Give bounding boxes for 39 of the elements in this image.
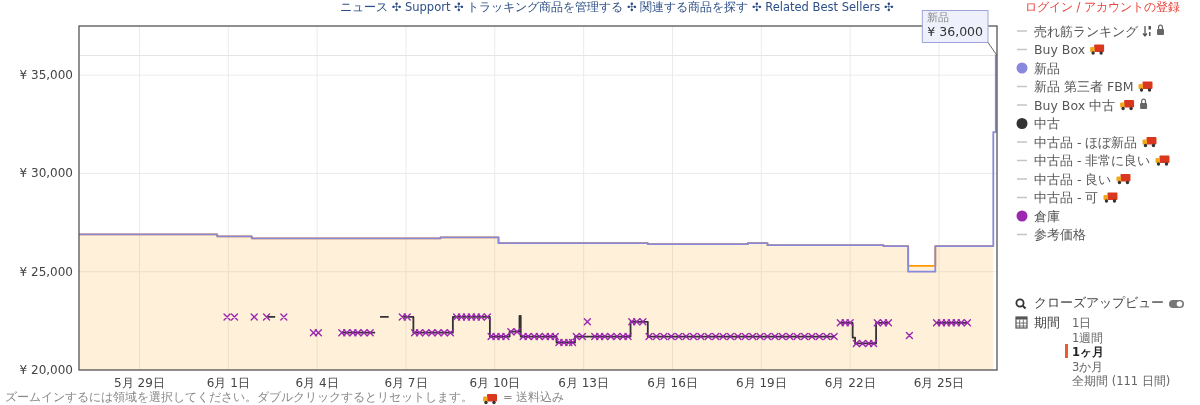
legend-label: 中古品 - ほぼ新品: [1034, 134, 1138, 150]
text: 3か月: [1072, 359, 1104, 374]
x-tick-label: 6月 22日: [824, 376, 876, 390]
text: = 送料込み: [503, 390, 565, 404]
text: ログイン / アカウントの登録: [1024, 0, 1180, 14]
x-tick-label: 6月 7日: [384, 376, 428, 390]
x-tick-label: 6月 19日: [735, 376, 787, 390]
legend-label: 中古品 - 良い: [1034, 171, 1112, 187]
text: 1週間: [1072, 330, 1104, 345]
text: ニュース ✣ Support ✣ トラッキング商品を管理する ✣ 関連する商品を探す ✣ Related Best Sellers ✣: [340, 0, 894, 14]
legend-label: Buy Box: [1034, 42, 1086, 57]
legend-label: 新品: [1034, 60, 1060, 76]
legend-label: 売れ筋ランキング: [1034, 23, 1139, 39]
legend-label: 中古品 - 可: [1034, 190, 1099, 205]
y-tick-label: ¥ 35,000: [19, 68, 73, 83]
legend-label: 中古品 - 非常に良い: [1034, 153, 1151, 168]
text: クローズアップビュー: [1034, 295, 1164, 310]
legend-label: 中古: [1034, 116, 1060, 131]
x-tick-label: 6月 13日: [558, 376, 610, 390]
x-tick-label: 6月 4日: [295, 376, 339, 390]
x-tick-label: 6月 16日: [647, 376, 698, 390]
x-tick-label: 6月 25日: [913, 376, 965, 390]
text: 1日: [1072, 316, 1092, 330]
tooltip: 新品 ¥ 36,000: [921, 10, 998, 56]
legend-label: 新品 第三者 FBM: [1034, 79, 1134, 94]
legend-label: 倉庫: [1034, 208, 1060, 224]
legend-label: Buy Box 中古: [1034, 97, 1116, 113]
text: 期間: [1034, 315, 1060, 330]
x-tick-label: 6月 10日: [469, 376, 521, 390]
y-tick-label: ¥ 20,000: [19, 363, 73, 377]
x-tick-label: 6月 1日: [206, 376, 250, 390]
text: 1ヶ月: [1072, 345, 1105, 359]
x-tick-label: 5月 29日: [114, 376, 165, 390]
y-tick-label: ¥ 25,000: [19, 264, 73, 279]
text: 全期間 (111 日間): [1072, 374, 1171, 388]
legend-label: 参考価格: [1034, 227, 1086, 242]
y-tick-label: ¥ 30,000: [19, 166, 73, 181]
text: ズームインするには領域を選択してください。ダブルクリックするとリセットします。: [5, 390, 473, 404]
annotation: 新品 ¥ 36,000: [927, 11, 984, 40]
